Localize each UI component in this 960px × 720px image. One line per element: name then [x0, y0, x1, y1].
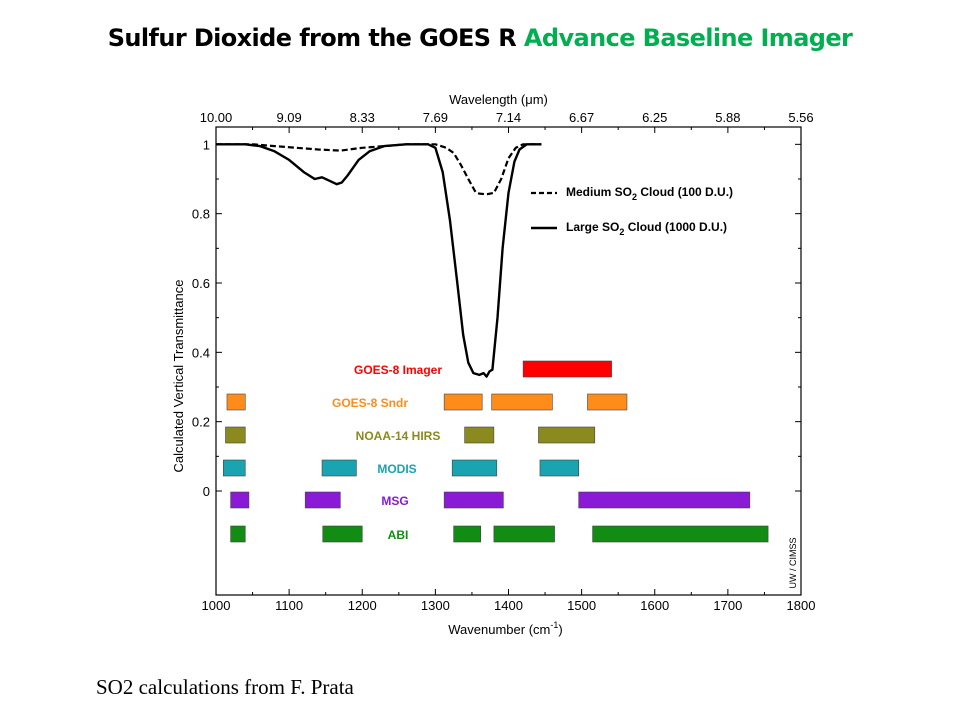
band-abi [592, 525, 769, 543]
instrument-label: MSG [381, 494, 408, 508]
legend-label-medium-so2: Medium SO2 Cloud (100 D.U.) [566, 185, 733, 202]
y-tick-label: 0.8 [192, 207, 210, 222]
top-tick-label: 7.14 [496, 110, 521, 125]
series-layer [216, 143, 542, 378]
y-axis-title: Calculated Vertical Transmittance [171, 280, 186, 473]
legend-label-large-so2: Large SO2 Cloud (1000 D.U.) [566, 220, 727, 237]
instrument-bands-layer: GOES-8 Imager GOES-8 Sndr NOAA-14 HIRS MODI… [223, 360, 769, 543]
instrument-label: NOAA-14 HIRS [356, 429, 441, 443]
slide-title: Sulfur Dioxide from the GOES R Advance B… [0, 24, 960, 52]
top-tick-label: 7.69 [423, 110, 448, 125]
y-tick-label: 0 [203, 484, 210, 499]
top-tick-label: 10.00 [200, 110, 233, 125]
x-tick-label: 1200 [348, 598, 377, 613]
band-msg [230, 491, 250, 509]
x-axis-title-sup: -1 [550, 620, 558, 630]
credit-text: SO2 calculations from F. Prata [96, 675, 354, 699]
band-modis [539, 459, 579, 477]
legend: Medium SO2 Cloud (100 D.U.) Large SO2 Cl… [531, 185, 733, 237]
y-tick-label: 0.4 [192, 345, 210, 360]
band-msg [578, 491, 751, 509]
title-main: Sulfur Dioxide from the GOES R [107, 24, 524, 52]
plot-frame [215, 126, 802, 596]
series-large-so2-line [216, 143, 542, 378]
x-tick-label: 1700 [713, 598, 742, 613]
top-tick-label: 6.67 [569, 110, 594, 125]
top-tick-label: 5.56 [788, 110, 813, 125]
band-abi [493, 525, 555, 543]
band-goes-8-sndr [491, 393, 553, 411]
x-tick-label: 1000 [202, 598, 231, 613]
band-modis [321, 459, 357, 477]
band-goes-8-sndr [587, 393, 628, 411]
top-tick-label: 5.88 [715, 110, 740, 125]
band-abi [230, 525, 246, 543]
top-tick-label: 8.33 [350, 110, 375, 125]
x-tick-label: 1600 [640, 598, 669, 613]
band-msg [443, 491, 504, 509]
instrument-label: ABI [388, 528, 409, 542]
watermark-label: UW / CIMSS [788, 538, 798, 589]
y-tick-label: 0.2 [192, 415, 210, 430]
y-tick-label: 1 [203, 137, 210, 152]
instrument-label: GOES-8 Imager [354, 363, 442, 377]
band-modis [451, 459, 498, 477]
x-tick-label: 1500 [567, 598, 596, 613]
band-noaa-14-hirs [464, 426, 495, 444]
band-modis [223, 459, 246, 477]
x-tick-label: 1100 [275, 598, 303, 613]
top-axis-title: Wavelength (μm) [449, 92, 548, 107]
instrument-label: GOES-8 Sndr [332, 396, 408, 410]
y-tick-label: 0.6 [192, 276, 210, 291]
x-tick-label: 1300 [421, 598, 450, 613]
title-accent: Advance Baseline Imager [523, 24, 853, 52]
x-axis-title-text: Wavenumber (cm [448, 622, 550, 637]
axis-labels-layer: 1000 1100 1200 1300 1400 1500 1600 1700 1800 10.0… [192, 110, 816, 613]
band-msg [304, 491, 341, 509]
band-abi [322, 525, 363, 543]
band-noaa-14-hirs [538, 426, 596, 444]
band-goes-8-sndr [226, 393, 246, 411]
band-abi [453, 525, 482, 543]
x-tick-label: 1400 [494, 598, 523, 613]
x-axis-title: Wavenumber (cm-1) [448, 620, 562, 637]
band-goes-8-sndr [443, 393, 483, 411]
x-tick-label: 1800 [787, 598, 816, 613]
top-tick-label: 6.25 [642, 110, 667, 125]
instrument-label: MODIS [377, 462, 416, 476]
x-axis-title-end: ) [558, 622, 562, 637]
band-goes-8-imager [522, 360, 612, 378]
band-noaa-14-hirs [225, 426, 246, 444]
series-medium-so2-line [216, 143, 542, 196]
top-tick-label: 9.09 [276, 110, 301, 125]
